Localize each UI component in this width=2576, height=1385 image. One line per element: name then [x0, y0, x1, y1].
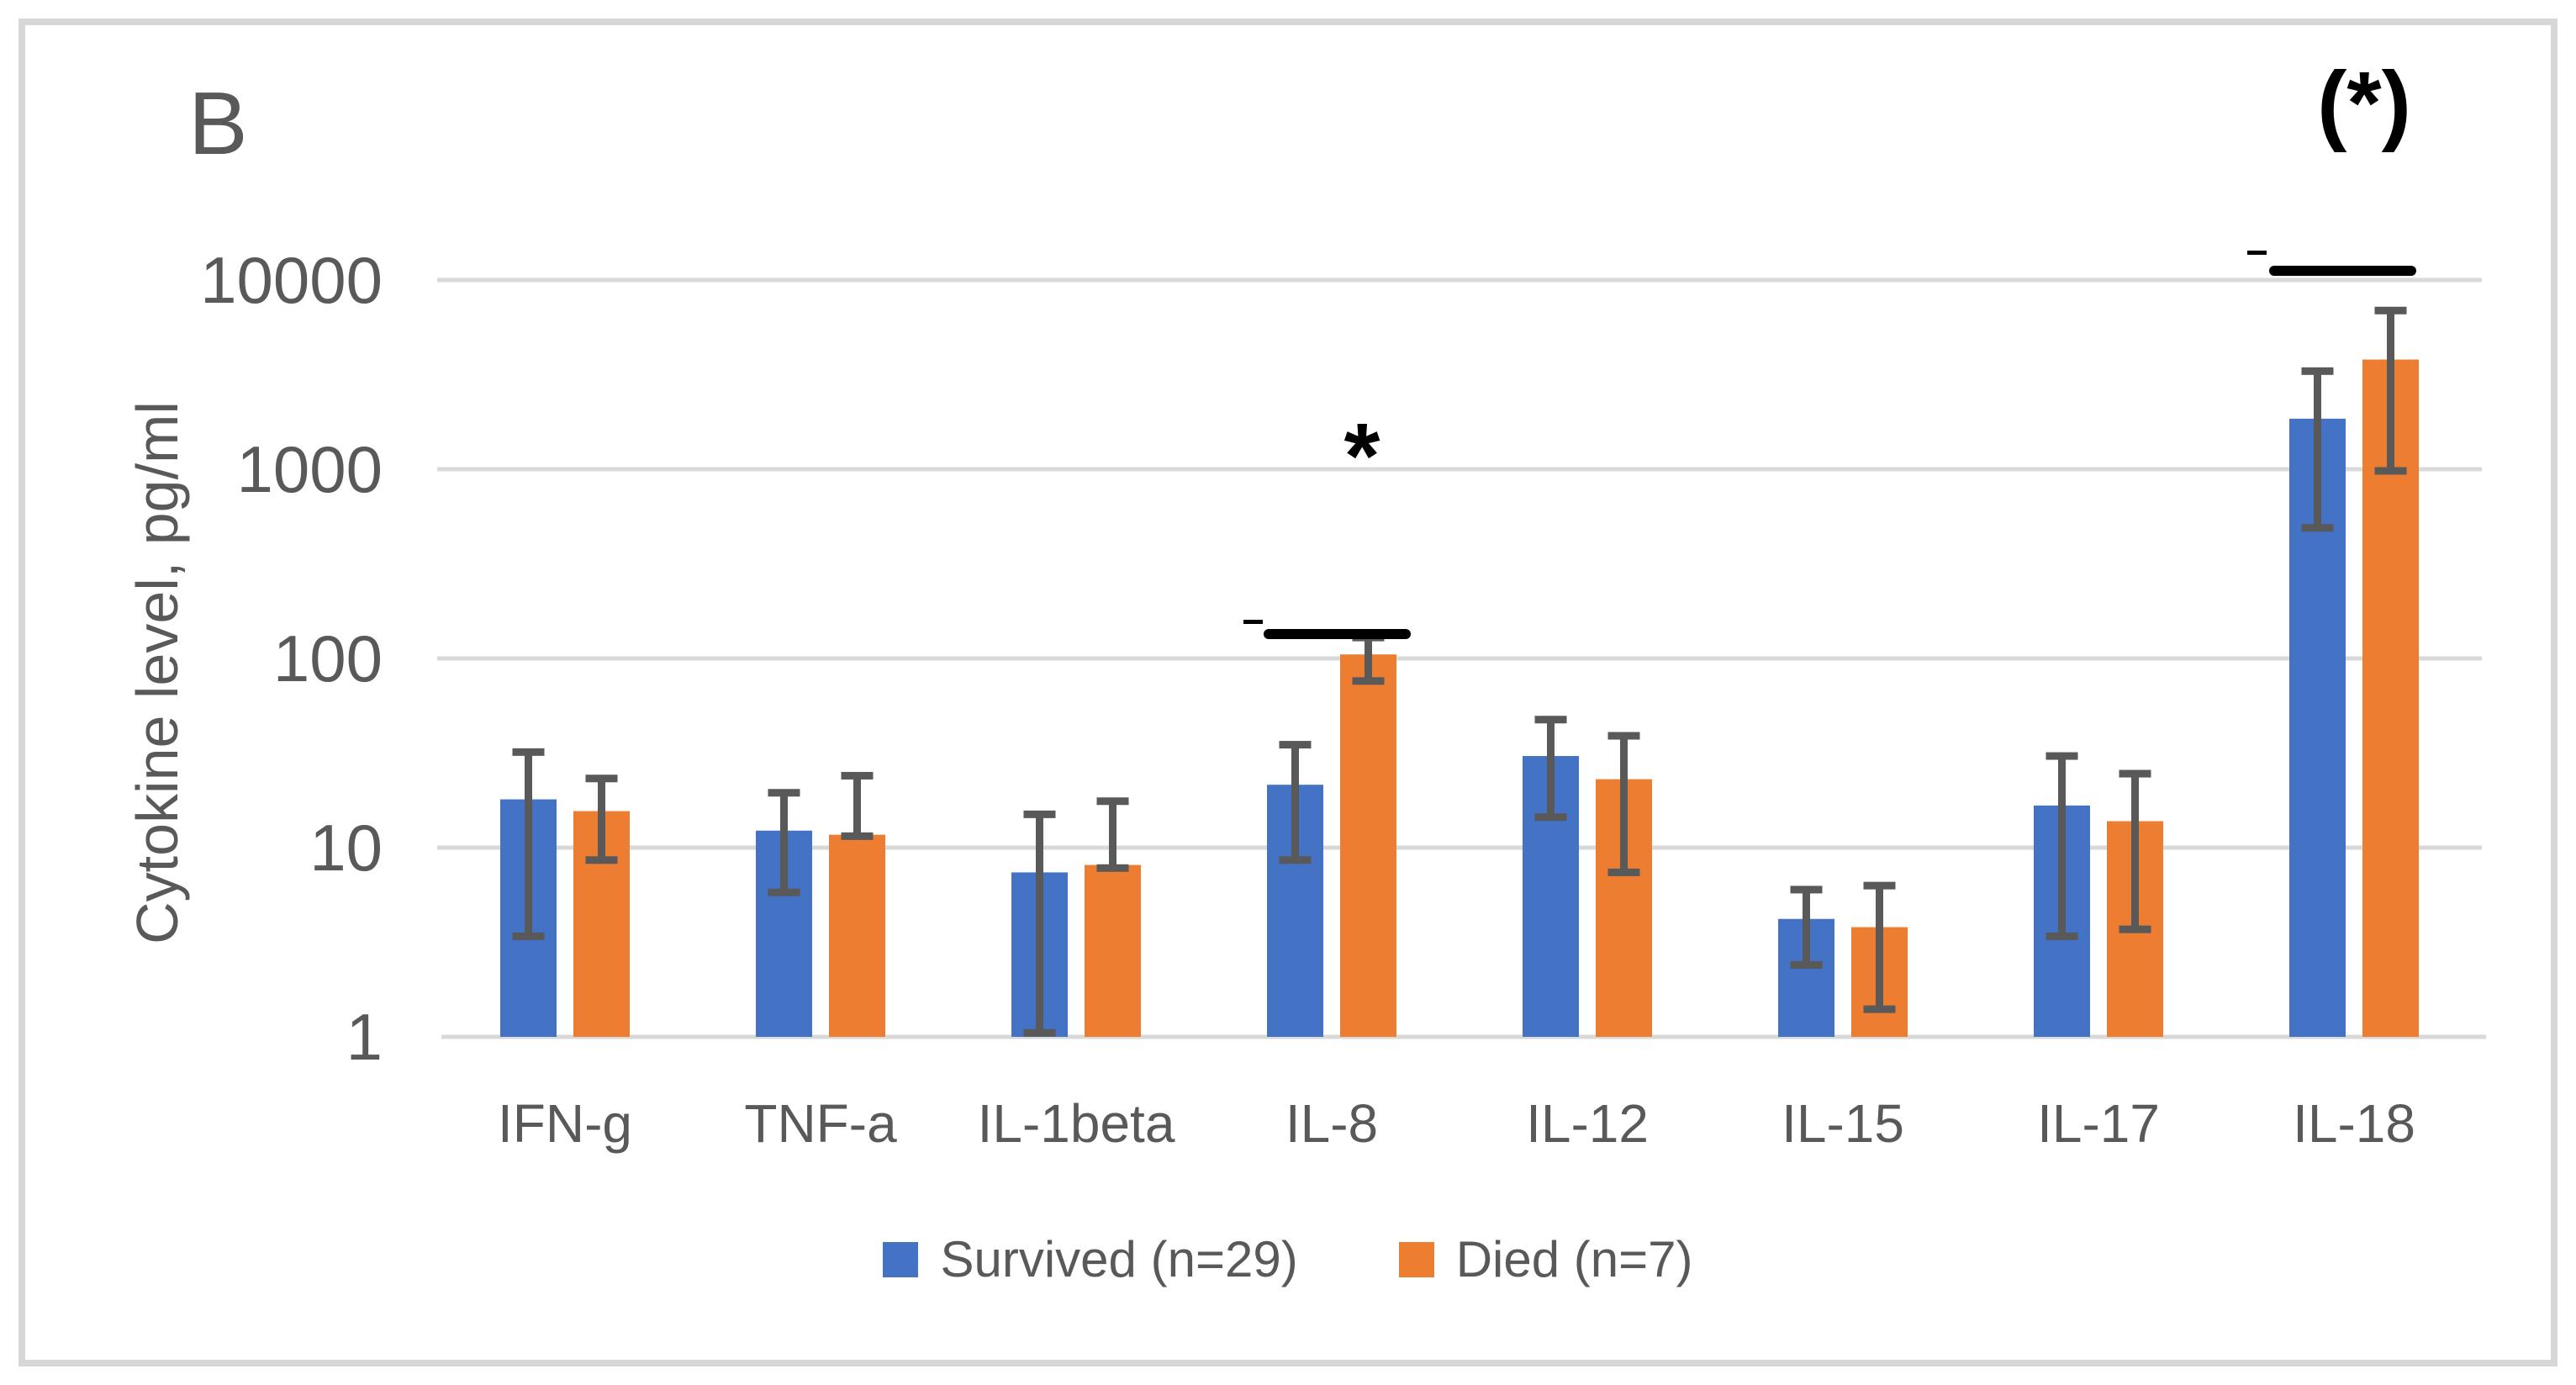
legend-label-survived: Survived (n=29): [940, 1231, 1298, 1287]
significance-star-il8: *: [1343, 404, 1380, 508]
x-category-ifng: IFN-g: [498, 1093, 632, 1154]
legend-item-died: Died (n=7): [1398, 1231, 1693, 1287]
x-category-tnfa: TNF-a: [744, 1093, 897, 1154]
legend: Survived (n=29) Died (n=7): [0, 1233, 2576, 1287]
x-category-il12: IL-12: [1526, 1093, 1649, 1154]
x-category-il15: IL-15: [1782, 1093, 1904, 1154]
legend-item-survived: Survived (n=29): [883, 1231, 1298, 1287]
x-category-il18: IL-18: [2293, 1093, 2415, 1154]
x-category-il17: IL-17: [2037, 1093, 2160, 1154]
y-tick-label-100: 100: [272, 621, 383, 695]
legend-swatch-died: [1398, 1242, 1434, 1277]
panel-label: B: [188, 74, 248, 173]
x-category-il1beta: IL-1beta: [977, 1093, 1175, 1154]
y-tick-label-1: 1: [346, 1000, 383, 1074]
legend-swatch-survived: [883, 1242, 919, 1277]
x-category-il8: IL-8: [1285, 1093, 1379, 1154]
legend-label-died: Died (n=7): [1455, 1231, 1693, 1287]
significance-star-il18: (*): [2317, 54, 2411, 153]
y-tick-label-1000: 1000: [236, 432, 383, 506]
figure-border: [18, 19, 2558, 1366]
y-tick-label-10000: 10000: [200, 243, 383, 317]
y-tick-label-10: 10: [309, 811, 383, 885]
x-axis-labels: IFN-g TNF-a IL-1beta IL-8 IL-12 IL-15 IL…: [437, 1093, 2482, 1154]
